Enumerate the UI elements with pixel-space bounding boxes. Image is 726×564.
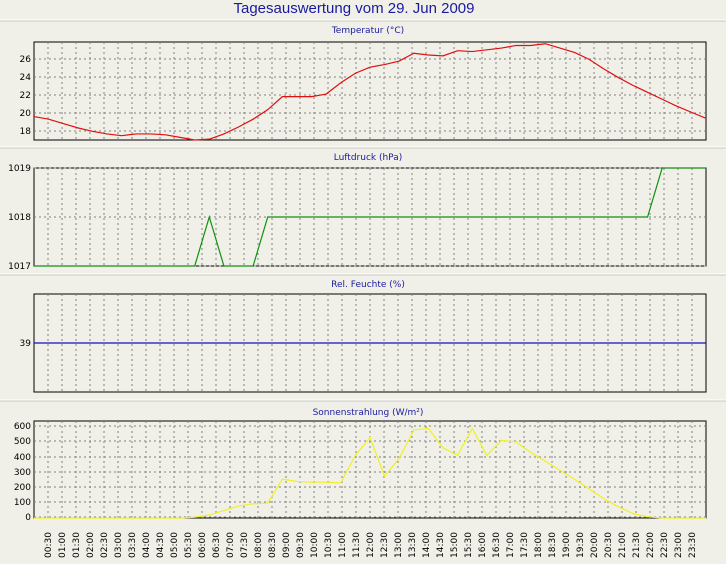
x-tick-label: 08:30 xyxy=(268,532,278,558)
x-tick-label: 17:30 xyxy=(520,532,530,558)
x-tick-label: 23:00 xyxy=(674,532,684,558)
y-tick-label: 300 xyxy=(14,468,31,478)
y-tick-label: 500 xyxy=(14,437,31,447)
x-tick-label: 04:00 xyxy=(142,532,152,558)
x-tick-label: 07:00 xyxy=(226,532,236,558)
x-tick-label: 15:30 xyxy=(464,532,474,558)
y-tick-label: 18 xyxy=(20,127,32,137)
y-tick-label: 600 xyxy=(14,422,31,432)
x-tick-label: 11:00 xyxy=(338,532,348,558)
x-tick-label: 01:30 xyxy=(72,532,82,558)
chart-panel-2: Luftdruck (hPa) 1019 1018 1017 xyxy=(0,146,726,272)
x-tick-label: 05:30 xyxy=(184,532,194,558)
x-tick-label: 16:30 xyxy=(492,532,502,558)
x-tick-label: 12:30 xyxy=(380,532,390,558)
series-line xyxy=(34,427,706,519)
plot-area xyxy=(33,41,707,141)
x-tick-label: 03:30 xyxy=(128,532,138,558)
x-tick-label: 23:30 xyxy=(688,532,698,558)
panel-title: Rel. Feuchte (%) xyxy=(331,280,405,290)
x-tick-label: 08:00 xyxy=(254,532,264,558)
plot-area xyxy=(33,420,707,519)
x-tick-label: 18:00 xyxy=(534,532,544,558)
x-tick-label: 12:00 xyxy=(366,532,376,558)
x-tick-label: 14:00 xyxy=(422,532,432,558)
y-tick-label: 100 xyxy=(14,498,31,508)
x-tick-label: 10:00 xyxy=(310,532,320,558)
x-tick-label: 21:30 xyxy=(632,532,642,558)
x-tick-label: 10:30 xyxy=(324,532,334,558)
x-tick-label: 02:00 xyxy=(86,532,96,558)
x-tick-label: 22:30 xyxy=(660,532,670,558)
y-tick-label: 1019 xyxy=(8,164,31,174)
x-tick-label: 09:00 xyxy=(282,532,292,558)
x-tick-label: 15:00 xyxy=(450,532,460,558)
page-title: Tagesauswertung vom 29. Jun 2009 xyxy=(234,0,475,17)
y-tick-label: 22 xyxy=(20,91,31,101)
y-tick-label: 400 xyxy=(14,453,31,463)
x-tick-label: 07:30 xyxy=(240,532,250,558)
x-tick-label: 19:30 xyxy=(576,532,586,558)
y-tick-label: 24 xyxy=(20,73,32,83)
y-tick-label: 39 xyxy=(20,339,32,349)
series-line xyxy=(34,167,706,267)
x-tick-label: 19:00 xyxy=(562,532,572,558)
series-line xyxy=(33,43,707,141)
x-tick-label: 20:00 xyxy=(590,532,600,558)
chart-panel-4: Sonnenstrahlung (W/m²) 600 500 400 300 200 100… xyxy=(0,399,726,523)
x-tick-label: 06:00 xyxy=(198,532,208,558)
panel-title: Luftdruck (hPa) xyxy=(334,153,403,163)
chart-panel-3: Rel. Feuchte (%) 39 xyxy=(0,273,726,393)
panel-title: Sonnenstrahlung (W/m²) xyxy=(313,408,424,418)
y-tick-label: 200 xyxy=(14,483,31,493)
x-tick-label: 20:30 xyxy=(604,532,614,558)
x-tick-label: 11:30 xyxy=(352,532,362,558)
x-tick-label: 17:00 xyxy=(506,532,516,558)
chart-panel-1: Temperatur (°C) 26 24 22 20 18 xyxy=(0,19,726,141)
x-tick-label: 22:00 xyxy=(646,532,656,558)
x-tick-label: 02:30 xyxy=(100,532,110,558)
y-tick-label: 1017 xyxy=(8,262,31,272)
y-tick-label: 20 xyxy=(20,109,32,119)
x-tick-label: 14:30 xyxy=(436,532,446,558)
x-tick-label: 21:00 xyxy=(618,532,628,558)
x-tick-label: 09:30 xyxy=(296,532,306,558)
y-tick-label: 0 xyxy=(25,513,31,523)
x-tick-label: 06:30 xyxy=(212,532,222,558)
x-tick-label: 13:30 xyxy=(408,532,418,558)
panel-title: Temperatur (°C) xyxy=(331,26,404,36)
x-tick-label: 00:30 xyxy=(44,532,54,558)
x-tick-label: 13:00 xyxy=(394,532,404,558)
x-tick-label: 01:00 xyxy=(58,532,68,558)
y-tick-label: 26 xyxy=(20,55,32,65)
x-tick-label: 04:30 xyxy=(156,532,166,558)
x-tick-label: 18:30 xyxy=(548,532,558,558)
x-tick-label: 16:00 xyxy=(478,532,488,558)
y-tick-label: 1018 xyxy=(8,213,31,223)
x-tick-label: 05:00 xyxy=(170,532,180,558)
x-tick-label: 03:00 xyxy=(114,532,124,558)
